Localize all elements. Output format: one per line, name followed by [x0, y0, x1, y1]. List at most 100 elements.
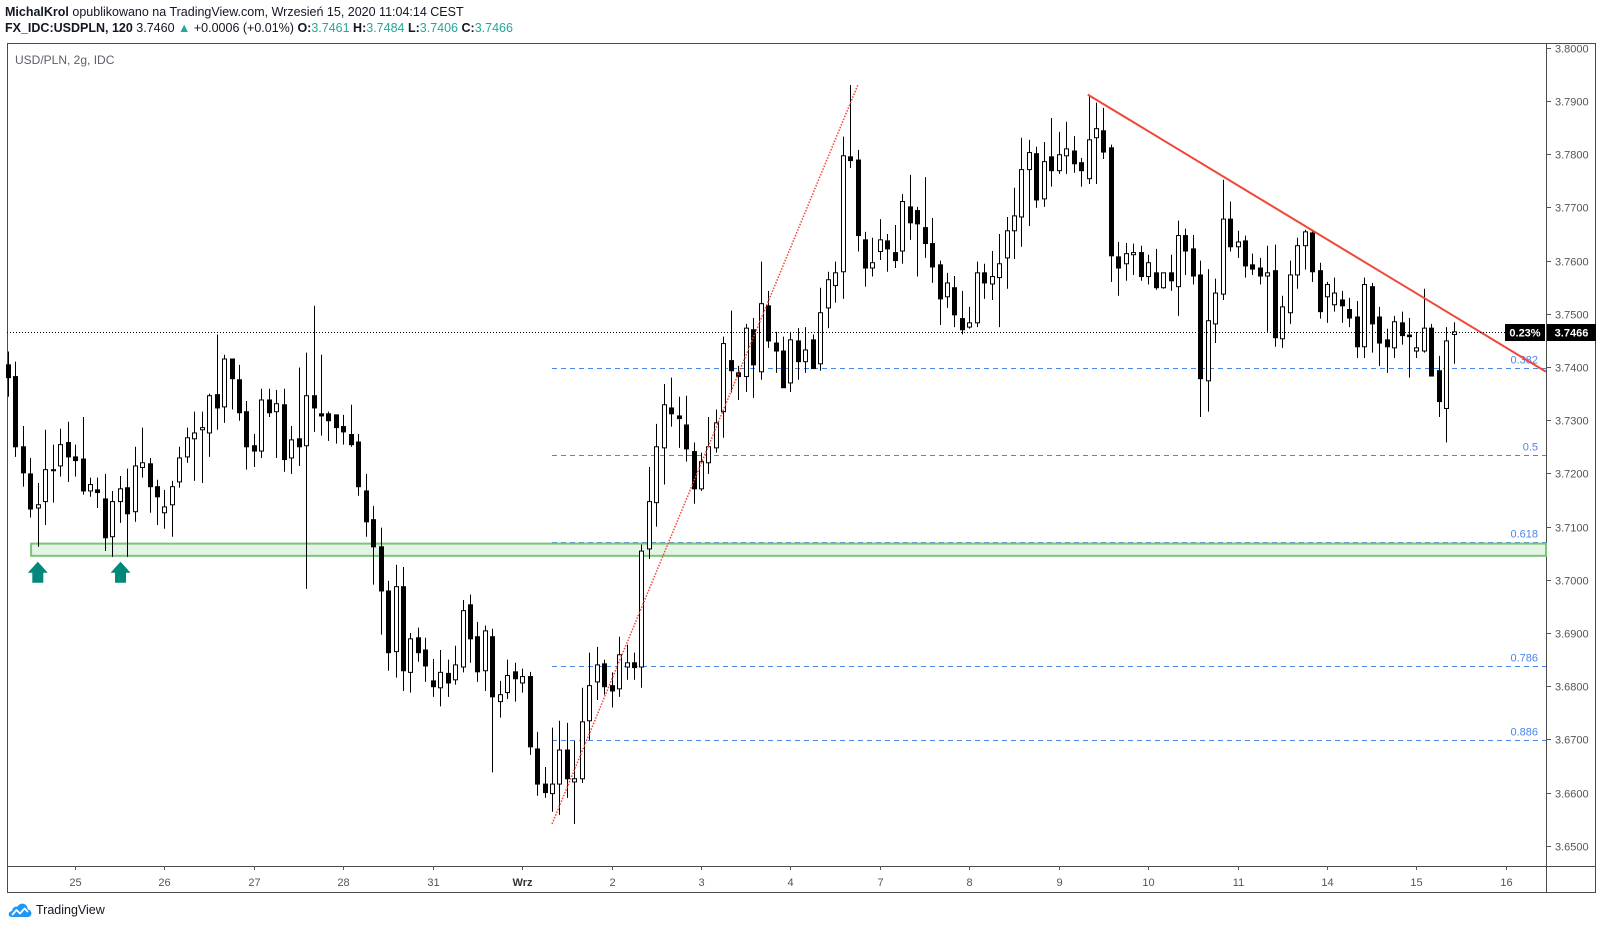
candle-body-down [490, 636, 495, 698]
last-price: 3.7460 [136, 21, 175, 35]
candle [1012, 187, 1017, 259]
candle [88, 477, 93, 497]
author-name[interactable]: MichalKrol [5, 5, 69, 19]
candle [647, 467, 652, 560]
candle-body-down [774, 342, 779, 352]
candle-body-up [1064, 148, 1069, 157]
candle [274, 389, 279, 458]
candle-body-down [543, 783, 548, 794]
candle [1079, 157, 1084, 187]
candle-body-down [729, 360, 734, 372]
candle-body-up [453, 664, 458, 681]
candle [312, 305, 317, 432]
candle [1295, 237, 1300, 289]
candle-body-down [1258, 267, 1263, 277]
candle [774, 331, 779, 373]
candle [721, 336, 726, 438]
price-tick: 3.7700 [1546, 203, 1589, 215]
candle [1429, 323, 1434, 377]
price-tick-label: 3.7100 [1555, 523, 1589, 535]
price-tick-label: 3.7400 [1555, 363, 1589, 375]
candle [259, 388, 264, 458]
candle [498, 680, 503, 718]
candle-body-up [1362, 284, 1367, 348]
candle-body-down [915, 210, 920, 225]
candle-body-down [1139, 252, 1144, 278]
candle [1347, 297, 1352, 328]
candle-body-up [1087, 139, 1092, 180]
candle [170, 480, 175, 537]
candle-body-up [1094, 128, 1099, 139]
candle [326, 411, 331, 441]
candle-body-up [997, 263, 1002, 279]
candle-body-up [505, 675, 510, 694]
candle-body-down [349, 434, 354, 446]
candle [930, 218, 935, 283]
candle [796, 328, 801, 380]
candle-body-down [1049, 156, 1054, 172]
candle [580, 687, 585, 784]
candle [364, 473, 369, 537]
low-label: L: [407, 21, 420, 35]
candle [13, 361, 18, 457]
candle-body-down [811, 339, 816, 370]
candle-body-down [386, 590, 391, 654]
tradingview-logo-link[interactable]: TradingView [8, 901, 105, 919]
candle-body-down [1377, 316, 1382, 344]
time-tick-label: 2 [609, 877, 615, 889]
candle-body-up [639, 550, 644, 668]
candle-body-down [1310, 232, 1315, 273]
price-axis: 3.8000 3.7900 3.7800 3.7700 3.7600 3.7500 3.74… [1546, 44, 1589, 854]
candle-body-up [900, 201, 905, 252]
time-tick: 14 [1321, 866, 1334, 889]
candle-body-down [1243, 240, 1248, 267]
candle [915, 206, 920, 277]
candle [356, 434, 361, 496]
candle [140, 427, 145, 478]
triangle-up-icon: ▲ [178, 21, 191, 35]
time-tick: 3 [698, 866, 705, 889]
price-tick-label: 3.7300 [1555, 416, 1589, 428]
close-label: C: [461, 21, 475, 35]
candle [811, 334, 816, 370]
candle [908, 174, 913, 240]
candle [133, 446, 138, 522]
candle-body-up [833, 272, 838, 287]
candle-body-down [1169, 272, 1174, 282]
price-tick-label: 3.6800 [1555, 682, 1589, 694]
fib-level: 0.786 [551, 653, 1546, 667]
candle-body-down [848, 156, 853, 162]
candle [1064, 121, 1069, 174]
candle-body-down [155, 486, 160, 498]
candle [1109, 144, 1114, 282]
candle-body-down [632, 662, 637, 669]
candle-body-up [498, 694, 503, 703]
publish-text: opublikowano na TradingView.com, Wrzesie… [72, 5, 464, 19]
chart-header: MichalKrol opublikowano na TradingView.c… [5, 4, 513, 36]
candle-body-down [230, 358, 235, 380]
candle-body-down [356, 441, 361, 488]
candle [952, 276, 957, 328]
candle-body-down [215, 394, 220, 409]
support-zone-rect [30, 542, 1548, 557]
candle-body-up [721, 343, 726, 413]
candle [1437, 355, 1442, 417]
candle [1042, 141, 1047, 207]
candle-body-down [1183, 235, 1188, 252]
candle [1094, 102, 1099, 184]
candle [781, 336, 786, 389]
time-tick-label: 8 [966, 877, 972, 889]
time-tick: 7 [877, 866, 884, 889]
candle-body-up [699, 461, 704, 490]
candle-body-up [1146, 262, 1151, 278]
candle-body-down [1273, 270, 1278, 339]
candle-body-down [423, 649, 428, 667]
candle-body-up [408, 638, 413, 673]
candle-body-up [461, 610, 466, 668]
candle-body-down [863, 239, 868, 269]
candle-body-up [759, 303, 764, 373]
candle-body-up [967, 322, 972, 328]
candle [1116, 241, 1121, 296]
candle [1101, 107, 1106, 159]
